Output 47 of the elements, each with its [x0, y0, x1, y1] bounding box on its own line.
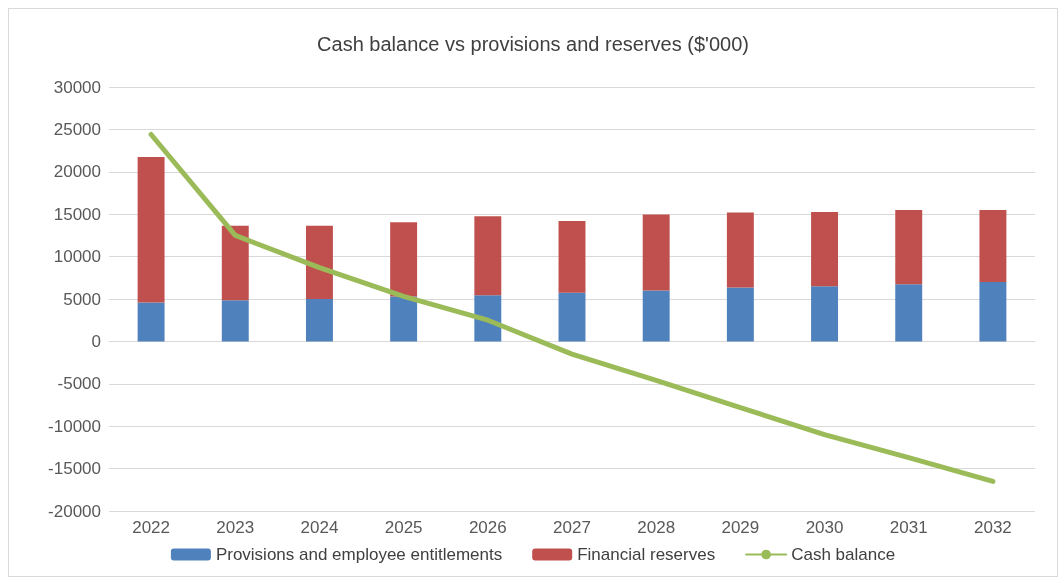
bar — [979, 282, 1007, 342]
bar — [642, 290, 670, 342]
y-tick-label: 5000 — [63, 289, 101, 309]
y-tick-label: -20000 — [48, 501, 101, 521]
y-tick-label: 25000 — [53, 119, 101, 139]
legend-label: Cash balance — [791, 545, 896, 564]
x-tick-label: 2027 — [553, 518, 591, 537]
bar — [642, 214, 670, 291]
x-tick-label: 2028 — [637, 518, 676, 537]
bar — [390, 296, 418, 342]
bar — [137, 302, 165, 342]
y-tick-label: -5000 — [57, 374, 101, 394]
bar — [895, 284, 923, 342]
bar — [558, 292, 586, 342]
y-tick-label: 30000 — [53, 77, 101, 97]
chart-title: Cash balance vs provisions and reserves ($'000) — [317, 33, 749, 55]
y-tick-label: 0 — [91, 331, 101, 351]
y-tick-label: -10000 — [48, 416, 101, 436]
bar — [137, 156, 165, 303]
bar — [811, 212, 839, 287]
bar — [895, 209, 923, 285]
bar — [811, 286, 839, 342]
x-tick-label: 2022 — [132, 518, 170, 537]
bar — [726, 287, 754, 342]
x-tick-label: 2023 — [216, 518, 255, 537]
y-tick-label: 15000 — [53, 204, 101, 224]
bar — [390, 222, 418, 297]
x-tick-label: 2024 — [300, 518, 339, 537]
x-tick-label: 2031 — [889, 518, 928, 537]
bar — [305, 299, 333, 342]
y-tick-label: -15000 — [48, 459, 101, 479]
bar — [305, 225, 333, 299]
bar — [474, 216, 502, 296]
x-tick-label: 2032 — [974, 518, 1012, 537]
bar — [979, 209, 1007, 283]
bar — [558, 220, 586, 293]
bar — [221, 225, 249, 301]
y-tick-label: 20000 — [53, 162, 101, 182]
legend-label: Provisions and employee entitlements — [215, 545, 503, 564]
x-tick-label: 2029 — [721, 518, 760, 537]
x-tick-label: 2030 — [805, 518, 844, 537]
x-tick-label: 2025 — [384, 518, 423, 537]
bar — [221, 300, 249, 342]
y-tick-label: 10000 — [53, 247, 101, 267]
bar — [726, 212, 754, 288]
legend-label: Financial reserves — [577, 545, 716, 564]
x-tick-label: 2026 — [468, 518, 507, 537]
